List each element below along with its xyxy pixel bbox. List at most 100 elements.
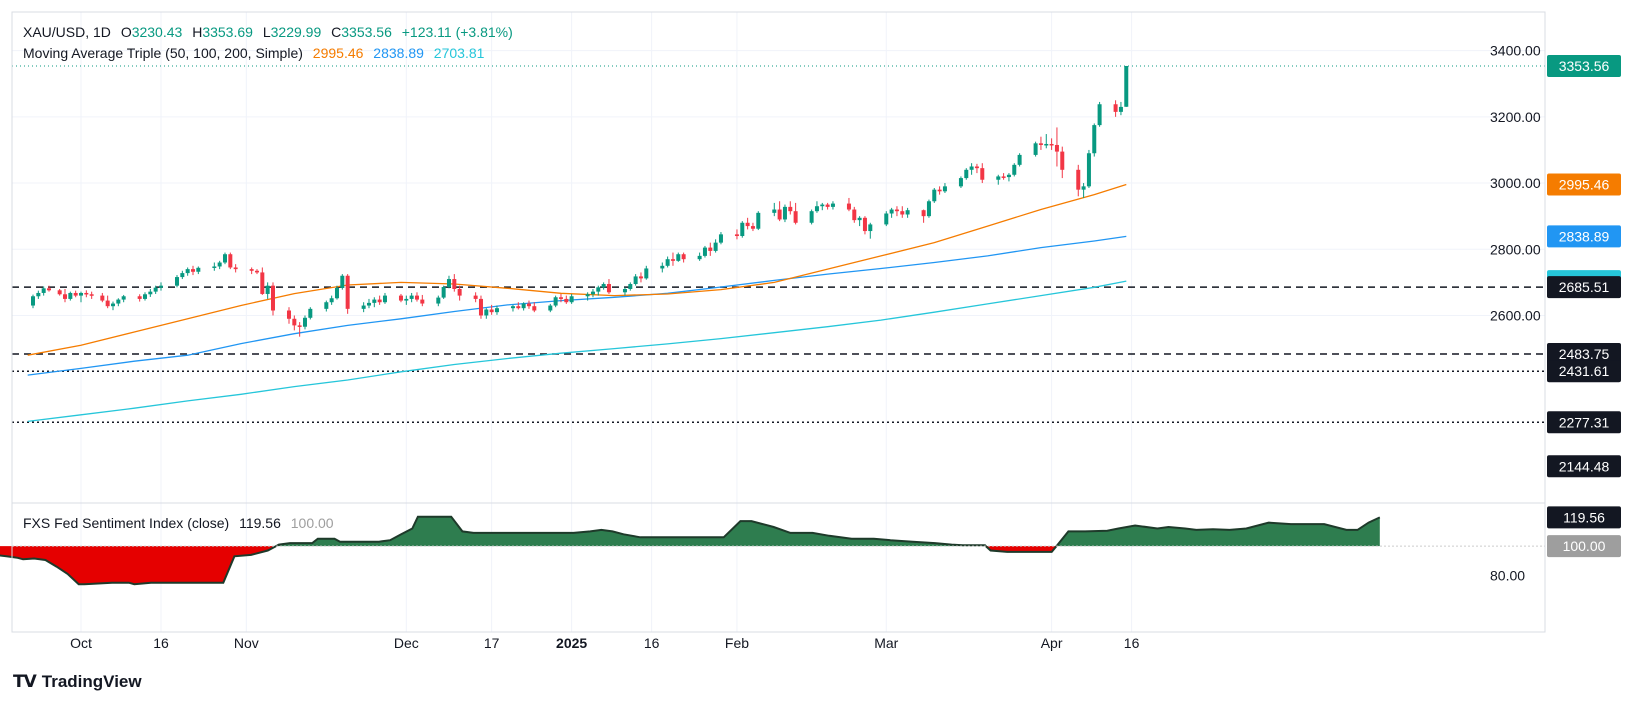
candle-body	[334, 287, 339, 299]
candle-body	[900, 211, 905, 215]
candle-body	[596, 287, 601, 292]
candle-body	[233, 267, 238, 270]
candle-body	[361, 305, 366, 309]
candle-body	[1076, 169, 1081, 190]
y-tick-label: 3400.00	[1490, 43, 1541, 59]
price-label-box	[1547, 360, 1621, 383]
price-label-text: 100.00	[1563, 538, 1606, 554]
close-label: C	[331, 24, 342, 40]
indicator-title: FXS Fed Sentiment Index (close)	[23, 515, 230, 531]
price-label-text: 2685.51	[1559, 279, 1610, 295]
price-label-box	[1547, 342, 1621, 365]
price-label-box	[1547, 225, 1621, 248]
candle-body	[1049, 143, 1054, 146]
candle-body	[846, 203, 851, 210]
candle-body	[297, 325, 302, 327]
candle-body	[142, 294, 147, 299]
candle-body	[889, 209, 894, 214]
price-label-text: 119.56	[1563, 509, 1605, 525]
price-label-text: 2838.89	[1559, 228, 1610, 244]
candle-body	[47, 288, 52, 291]
candle-body	[681, 254, 686, 260]
candle-body	[452, 279, 457, 289]
bearish-area	[0, 546, 277, 585]
candle-body	[420, 299, 425, 304]
candle-body	[884, 213, 889, 225]
candle-body	[116, 299, 121, 304]
candle-body	[969, 166, 974, 170]
change-value: +123.11 (+3.81%)	[401, 24, 513, 40]
ma-title: Moving Average Triple (50, 100, 200, Sim…	[23, 45, 303, 61]
candle-body	[526, 303, 531, 307]
price-label-text: 2277.31	[1559, 414, 1610, 430]
candle-body	[174, 277, 179, 286]
candle-body	[713, 242, 718, 251]
open-value: 3230.43	[131, 24, 183, 40]
candle-body	[308, 308, 313, 318]
candle-body	[489, 309, 494, 313]
candle-body	[89, 294, 94, 296]
candle-body	[228, 254, 233, 268]
candle-body	[980, 168, 985, 180]
candle-body	[745, 222, 750, 227]
candle-body	[777, 209, 782, 220]
candle-body	[521, 303, 526, 309]
price-labels: 3353.562995.462838.892703.812685.512483.…	[1547, 54, 1621, 558]
x-tick-label: 16	[644, 635, 660, 651]
sentiment-area	[0, 515, 1545, 586]
candle-body	[41, 288, 46, 293]
candle-body	[222, 254, 227, 263]
candle-body	[414, 295, 419, 300]
candle-body	[697, 255, 702, 260]
candle-body	[153, 287, 158, 292]
candle-body	[404, 298, 409, 301]
candle-body	[1038, 143, 1043, 145]
candle-body	[932, 189, 937, 202]
candles	[31, 65, 1129, 337]
y-tick-label: 2800.00	[1490, 241, 1541, 257]
candle-body	[366, 302, 371, 306]
low-label: L	[262, 24, 271, 40]
candle-body	[260, 272, 265, 294]
candle-body	[340, 275, 345, 288]
candle-body	[942, 186, 947, 192]
candle-body	[31, 296, 36, 306]
candle-body	[196, 267, 201, 272]
price-label-box	[1547, 54, 1621, 77]
x-tick-label: Nov	[234, 635, 259, 651]
high-label: H	[192, 24, 203, 40]
candle-body	[1092, 125, 1097, 154]
candle-body	[382, 295, 387, 303]
price-label-box	[1547, 411, 1621, 434]
ma200-line	[27, 280, 1127, 423]
candle-body	[100, 295, 105, 301]
candle-body	[569, 296, 574, 303]
candle-body	[633, 276, 638, 285]
candle-body	[793, 211, 798, 223]
bullish-area	[276, 516, 986, 547]
ma50-value: 2995.46	[312, 45, 364, 61]
candle-body	[249, 269, 254, 271]
candle-body	[937, 189, 942, 192]
candle-body	[548, 305, 553, 311]
candle-body	[1124, 65, 1129, 107]
candle-body	[996, 176, 1001, 180]
candle-body	[1001, 176, 1006, 178]
bearish-area	[985, 546, 1057, 552]
candle-body	[926, 201, 931, 217]
x-tick-label: 2025	[556, 635, 587, 651]
tradingview-logo[interactable]: TV TradingView	[13, 672, 142, 692]
candle-body	[1118, 106, 1123, 112]
candle-body	[441, 286, 446, 298]
candle-body	[1081, 186, 1086, 190]
candle-body	[494, 308, 499, 313]
x-tick-label: Mar	[874, 635, 898, 651]
candle-body	[756, 212, 761, 229]
tradingview-logo-icon: TV	[13, 672, 37, 692]
price-label-box	[1547, 535, 1621, 558]
candle-body	[532, 306, 537, 311]
candle-body	[217, 262, 222, 267]
candle-body	[185, 269, 190, 274]
chart-frame	[11, 11, 1546, 633]
candle-body	[708, 247, 713, 251]
